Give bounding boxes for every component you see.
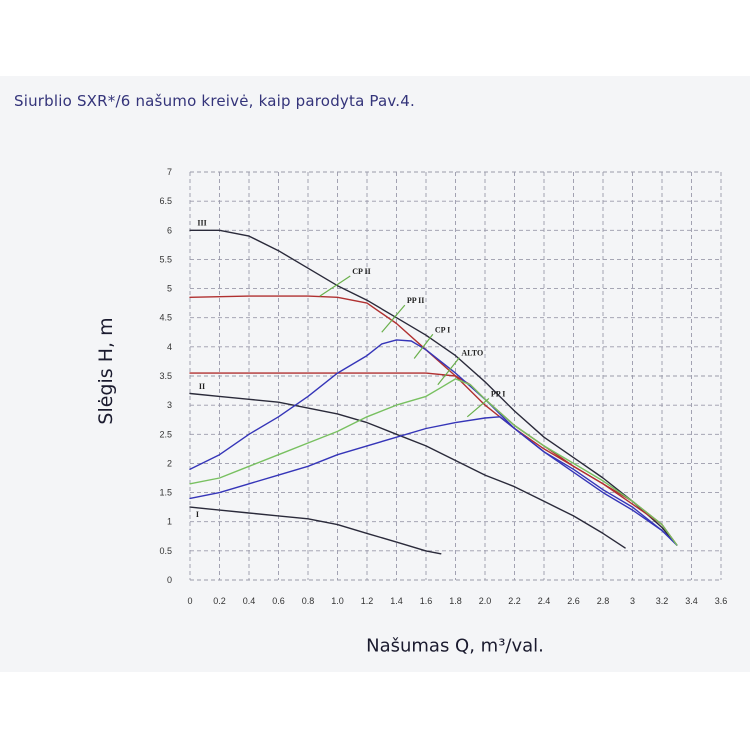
y-tick-label: 1	[167, 517, 172, 527]
y-tick-label: 7	[167, 167, 172, 177]
curve-pp-i	[189, 416, 678, 546]
x-tick-label: 2.4	[538, 596, 551, 606]
x-tick-label: 1.4	[390, 596, 403, 606]
curve-iii	[189, 229, 678, 546]
leader-line	[319, 275, 351, 297]
curve-i	[189, 506, 442, 555]
leader-line	[413, 333, 434, 359]
x-tick-label: 0.8	[302, 596, 315, 606]
x-tick-label: 0.2	[213, 596, 226, 606]
y-tick-label: 4	[167, 342, 172, 352]
x-tick-label: 3.2	[656, 596, 669, 606]
figure-caption: Siurblio SXR*/6 našumo kreivė, kaip paro…	[14, 92, 415, 110]
curve-label: ALTO	[461, 349, 483, 358]
curve-label: I	[196, 510, 199, 519]
curve-ii	[189, 392, 626, 549]
y-tick-label: 3.5	[159, 371, 172, 381]
y-tick-label: 2	[167, 458, 172, 468]
x-tick-label: 1.0	[331, 596, 344, 606]
curve-label: PP II	[407, 296, 425, 305]
x-tick-label: 0.6	[272, 596, 285, 606]
y-tick-label: 6.5	[159, 196, 172, 206]
curve-label: II	[199, 382, 205, 391]
x-tick-label: 2.6	[567, 596, 580, 606]
y-tick-label: 4.5	[159, 313, 172, 323]
axis-ticks: 0 0.2 0.4 0.6 0.8 1.0 1.2 1.4 1.6 1.8 2.0 2.2 2.4 2.6…	[159, 167, 727, 606]
y-tick-label: 6	[167, 225, 172, 235]
curve-cp-i	[189, 372, 678, 546]
curve-label: CP I	[435, 325, 450, 334]
curve-series	[189, 229, 678, 555]
x-tick-label: 3	[630, 596, 635, 606]
x-tick-label: 1.6	[420, 596, 433, 606]
x-tick-label: 2.2	[508, 596, 521, 606]
x-tick-label: 1.8	[449, 596, 462, 606]
curve-label: CP II	[352, 267, 370, 276]
y-tick-label: 3	[167, 400, 172, 410]
y-tick-label: 0.5	[159, 546, 172, 556]
x-axis-label: Našumas Q, m³/val.	[366, 635, 544, 657]
x-tick-label: 2.8	[597, 596, 610, 606]
curve-label: PP I	[491, 389, 505, 398]
y-tick-label: 1.5	[159, 488, 172, 498]
leader-line	[466, 397, 490, 418]
leader-line	[437, 357, 460, 386]
y-tick-label: 2.5	[159, 429, 172, 439]
x-tick-label: 2.0	[479, 596, 492, 606]
y-tick-label: 5.5	[159, 254, 172, 264]
curve-label: III	[197, 219, 206, 228]
x-tick-label: 1.2	[361, 596, 374, 606]
x-tick-label: 0	[187, 596, 192, 606]
y-tick-label: 0	[167, 575, 172, 585]
photo-sheet	[0, 76, 750, 672]
curve-alto	[189, 378, 678, 546]
x-tick-label: 3.4	[685, 596, 698, 606]
leader-line	[381, 304, 406, 333]
x-tick-label: 3.6	[715, 596, 728, 606]
curve-cp-ii	[189, 295, 678, 546]
curve-pp-ii	[189, 339, 678, 546]
y-tick-label: 5	[167, 284, 172, 294]
x-tick-label: 0.4	[243, 596, 256, 606]
